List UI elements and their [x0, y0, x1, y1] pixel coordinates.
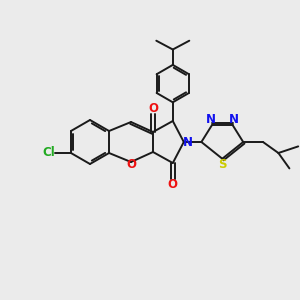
Text: O: O [126, 158, 136, 172]
Text: N: N [206, 113, 216, 126]
Text: O: O [148, 101, 158, 115]
Text: S: S [218, 158, 226, 171]
Text: O: O [168, 178, 178, 191]
Text: N: N [183, 136, 193, 148]
Text: Cl: Cl [43, 146, 55, 160]
Text: N: N [229, 113, 239, 126]
